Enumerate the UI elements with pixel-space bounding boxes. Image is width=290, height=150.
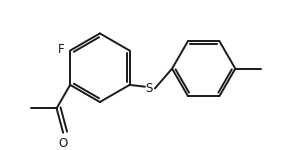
Text: S: S bbox=[146, 82, 153, 95]
Text: F: F bbox=[58, 43, 65, 56]
Text: O: O bbox=[59, 137, 68, 150]
